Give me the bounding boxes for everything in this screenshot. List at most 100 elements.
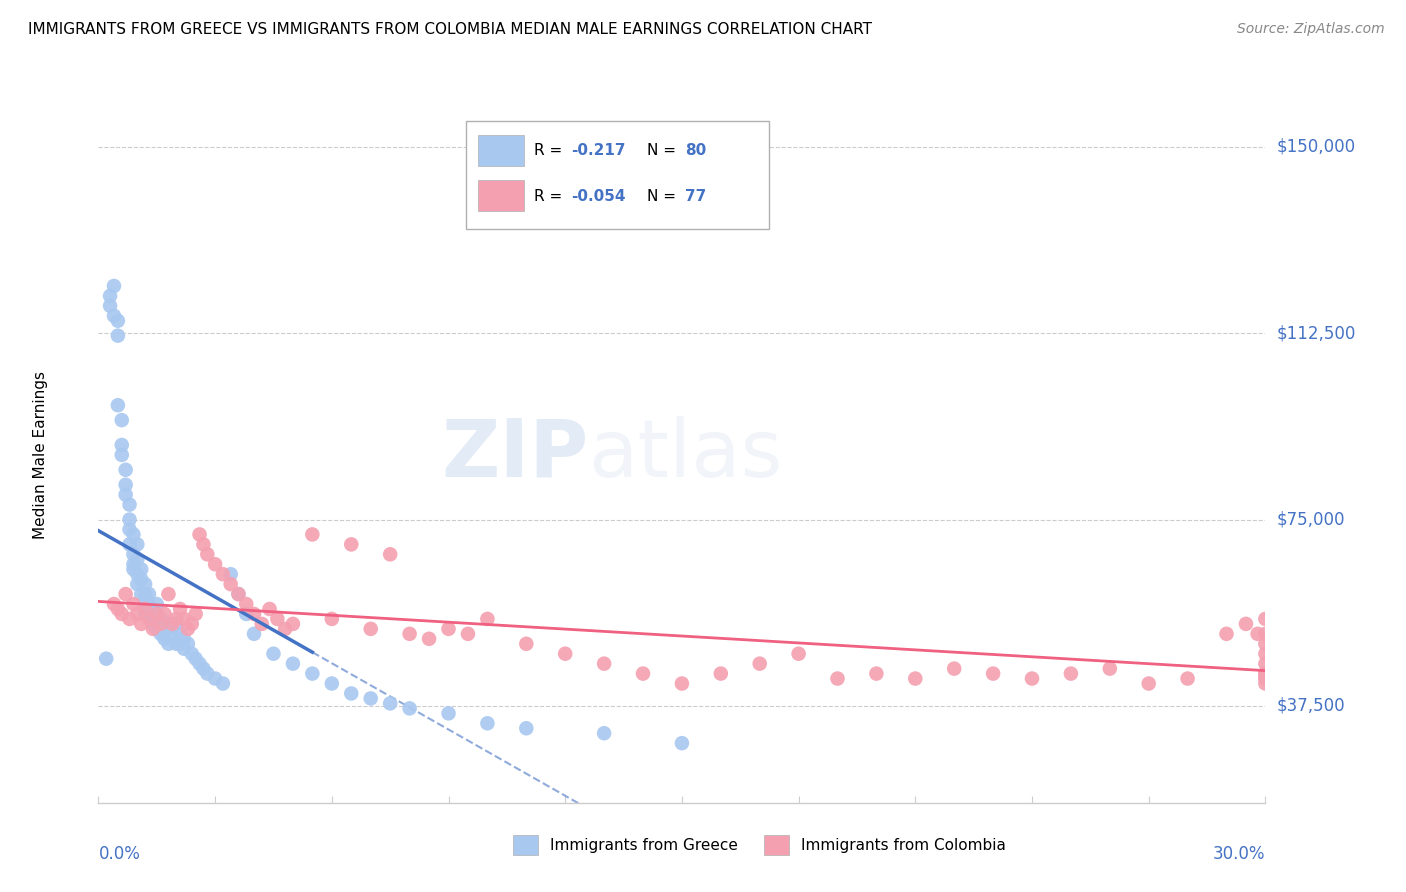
Point <box>180 616 202 631</box>
Point <box>219 577 242 591</box>
Point <box>1254 647 1277 661</box>
Point <box>554 647 576 661</box>
Point <box>1254 672 1277 686</box>
FancyBboxPatch shape <box>478 180 524 211</box>
Point <box>1254 657 1277 671</box>
Point <box>943 662 966 676</box>
Point <box>118 523 141 537</box>
Point <box>671 736 693 750</box>
Point <box>138 612 160 626</box>
Point <box>360 691 382 706</box>
Text: Median Male Earnings: Median Male Earnings <box>32 371 48 539</box>
Point <box>1254 637 1277 651</box>
Point <box>111 607 134 621</box>
Point <box>1254 666 1277 681</box>
Point <box>98 299 121 313</box>
Point <box>457 627 479 641</box>
Point <box>378 547 402 561</box>
Point <box>122 527 145 541</box>
Point <box>134 587 156 601</box>
Point <box>1098 662 1121 676</box>
Point <box>340 686 363 700</box>
Point <box>193 662 215 676</box>
Point <box>169 627 191 641</box>
Point <box>301 666 323 681</box>
Point <box>146 607 169 621</box>
Text: atlas: atlas <box>589 416 783 494</box>
Text: Source: ZipAtlas.com: Source: ZipAtlas.com <box>1237 22 1385 37</box>
Point <box>134 602 156 616</box>
Point <box>281 616 304 631</box>
Point <box>122 562 145 576</box>
Text: N =: N = <box>647 188 676 203</box>
Point <box>118 537 141 551</box>
FancyBboxPatch shape <box>465 121 769 229</box>
Text: Immigrants from Greece: Immigrants from Greece <box>550 838 738 853</box>
Point <box>142 602 165 616</box>
Point <box>184 651 207 665</box>
Point <box>103 279 125 293</box>
Point <box>1254 627 1277 641</box>
Point <box>281 657 304 671</box>
Point <box>127 552 149 566</box>
Point <box>129 587 152 601</box>
Point <box>118 612 141 626</box>
FancyBboxPatch shape <box>478 135 524 166</box>
Point <box>111 438 134 452</box>
Point <box>1021 672 1043 686</box>
Point <box>127 577 149 591</box>
Point <box>671 676 693 690</box>
Point <box>378 697 402 711</box>
Point <box>103 597 125 611</box>
Point <box>398 701 420 715</box>
Point <box>138 597 160 611</box>
Point <box>1254 612 1277 626</box>
Point <box>321 612 343 626</box>
Point <box>134 597 156 611</box>
Point <box>142 622 165 636</box>
Point <box>138 607 160 621</box>
Point <box>169 602 191 616</box>
Point <box>96 651 118 665</box>
Point <box>437 622 460 636</box>
Point <box>204 558 226 572</box>
Point <box>157 587 180 601</box>
Point <box>1254 676 1277 690</box>
Point <box>243 607 266 621</box>
Text: 77: 77 <box>685 188 707 203</box>
Point <box>243 627 266 641</box>
Point <box>748 657 770 671</box>
Point <box>162 627 184 641</box>
Point <box>173 632 195 646</box>
Point <box>114 463 136 477</box>
Point <box>142 612 165 626</box>
Point <box>1215 627 1237 641</box>
Point <box>301 527 323 541</box>
Point <box>138 587 160 601</box>
Point <box>593 726 616 740</box>
Point <box>515 721 537 735</box>
Point <box>1234 616 1257 631</box>
Point <box>153 632 176 646</box>
Text: -0.217: -0.217 <box>571 143 626 158</box>
Point <box>129 572 152 586</box>
Point <box>177 637 200 651</box>
Point <box>134 607 156 621</box>
Point <box>1137 676 1160 690</box>
Point <box>129 616 152 631</box>
Text: $75,000: $75,000 <box>1277 510 1346 529</box>
Point <box>165 612 187 626</box>
Point <box>114 477 136 491</box>
Point <box>153 607 176 621</box>
Point <box>259 602 281 616</box>
Point <box>111 448 134 462</box>
Point <box>114 488 136 502</box>
Text: R =: R = <box>534 188 562 203</box>
Point <box>146 607 169 621</box>
Point <box>188 527 211 541</box>
Point <box>98 289 121 303</box>
Point <box>184 607 207 621</box>
Point <box>169 637 191 651</box>
Point <box>340 537 363 551</box>
Point <box>107 314 129 328</box>
